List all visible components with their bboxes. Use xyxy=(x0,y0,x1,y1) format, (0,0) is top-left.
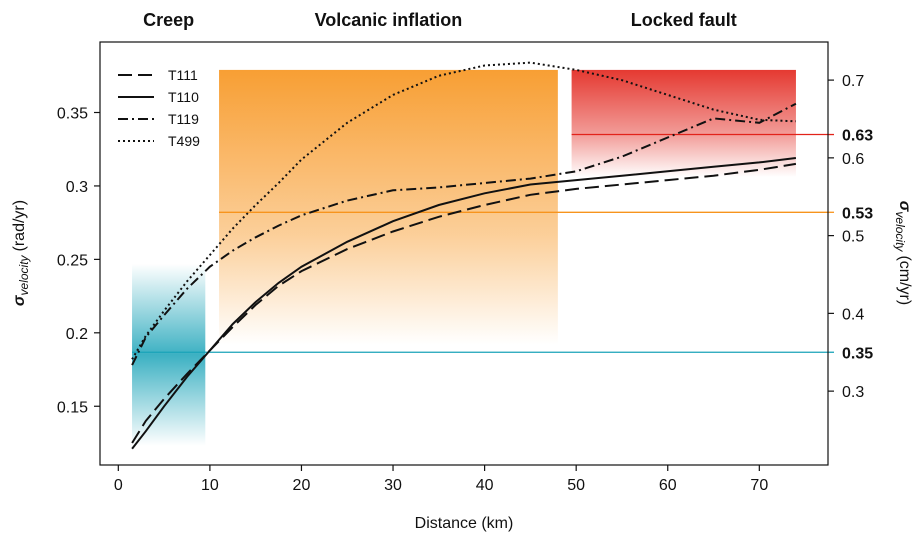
y2-label-subscript: velocity xyxy=(893,211,907,252)
plot-frame xyxy=(99,41,829,466)
y-tick-label: 0.3 xyxy=(66,179,88,196)
x-tick-label: 50 xyxy=(567,477,585,494)
y-label-subscript: velocity xyxy=(17,254,31,295)
y-label-symbol: σ xyxy=(11,294,28,306)
x-tick-label: 60 xyxy=(659,477,677,494)
x-tick-label: 20 xyxy=(293,477,311,494)
region-label: Locked fault xyxy=(631,10,737,30)
y-axis-label: σvelocity (rad/yr) xyxy=(11,200,31,306)
y-tick-label: 0.25 xyxy=(57,252,88,269)
region-label: Volcanic inflation xyxy=(315,10,463,30)
y-label-unit: (rad/yr) xyxy=(11,200,28,252)
x-tick-label: 0 xyxy=(114,477,123,494)
y2-label-unit: (cm/yr) xyxy=(896,255,913,305)
series-line xyxy=(131,102,797,366)
y2-tick-label: 0.5 xyxy=(842,229,864,246)
y-tick-label: 0.15 xyxy=(57,399,88,416)
region xyxy=(132,263,206,446)
x-tick-label: 40 xyxy=(476,477,494,494)
x-tick-label: 30 xyxy=(384,477,402,494)
region xyxy=(219,69,558,345)
series-line xyxy=(131,61,796,360)
series-line xyxy=(131,157,797,450)
y-tick-label: 0.2 xyxy=(66,326,88,343)
legend-label: T499 xyxy=(168,133,200,149)
y2-axis-label: σvelocity (cm/yr) xyxy=(893,201,913,305)
reference-label: 0.35 xyxy=(842,345,873,362)
x-axis-label: Distance (km) xyxy=(415,515,514,532)
legend-label: T111 xyxy=(168,67,198,83)
reference-label: 0.53 xyxy=(842,205,873,222)
y2-label-symbol: σ xyxy=(896,201,913,213)
y-tick-label: 0.35 xyxy=(57,106,88,123)
region-label: Creep xyxy=(143,10,194,30)
x-tick-label: 70 xyxy=(750,477,768,494)
legend-label: T119 xyxy=(168,111,199,127)
y2-tick-label: 0.3 xyxy=(842,384,864,401)
y2-tick-label: 0.4 xyxy=(842,306,864,323)
series-line xyxy=(131,162,797,444)
x-tick-label: 10 xyxy=(201,477,219,494)
y2-tick-label: 0.7 xyxy=(842,73,864,90)
y2-tick-label: 0.6 xyxy=(842,151,864,168)
legend-label: T110 xyxy=(168,89,199,105)
reference-label: 0.63 xyxy=(842,128,873,145)
